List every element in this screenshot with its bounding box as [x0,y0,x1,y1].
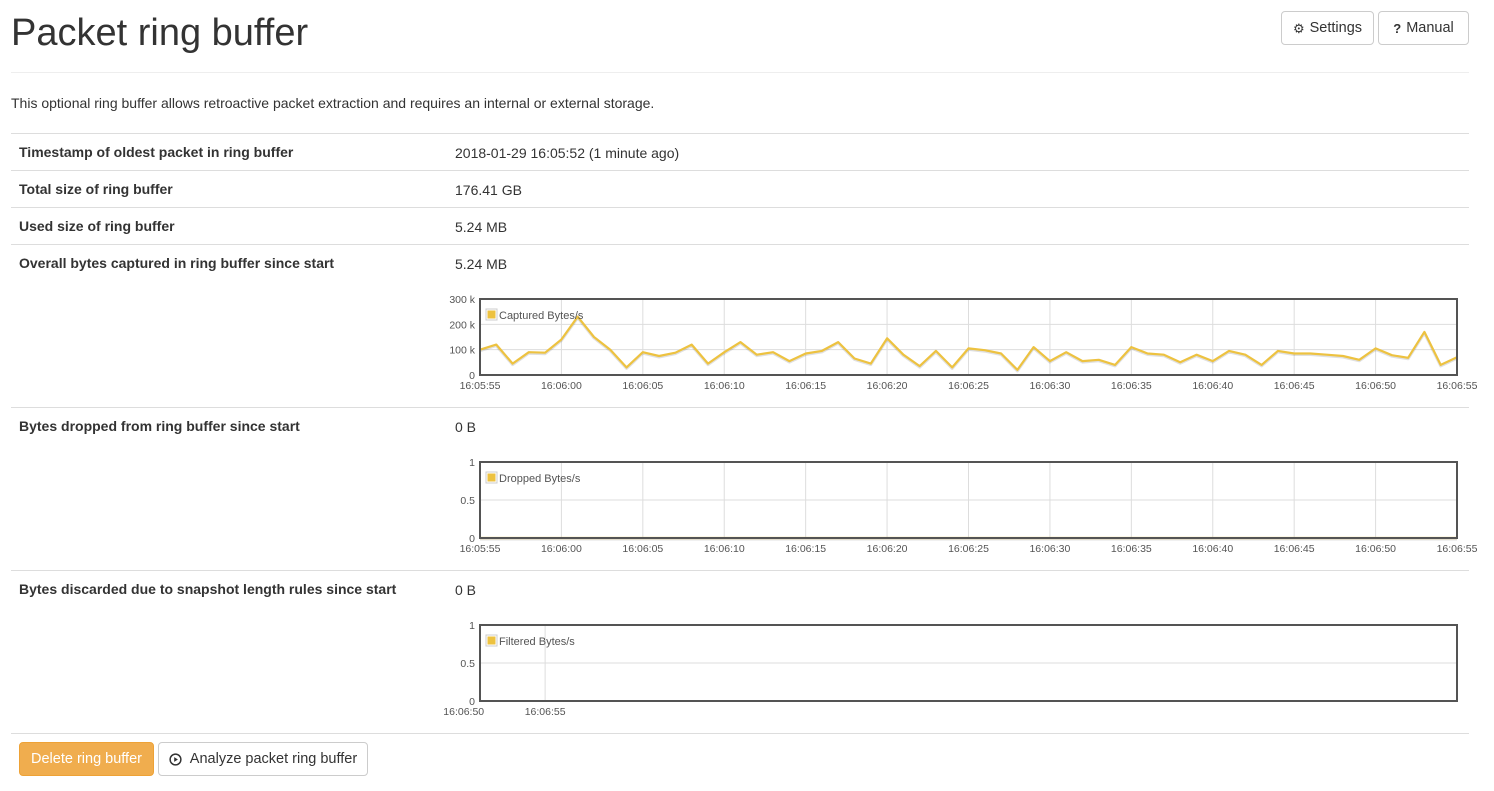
x-tick-label: 16:06:45 [1274,543,1315,555]
x-tick-label: 16:06:50 [443,706,484,718]
chart-svg: 1 0.5 016:05:55 16:06:00 16:06:05 16:06:10 16:… [460,457,1478,555]
row-label-bytes-captured: Overall bytes captured in ring buffer si… [19,255,335,271]
x-tick-label: 16:06:20 [867,380,908,392]
chart-svg: 10.5016:06:0016:06:0516:06:1016:06:1516:… [443,620,1458,718]
analyze-packet-ring-buffer-button[interactable]: Analyze packet ring buffer [158,742,368,776]
x-tick-label: 16:06:45 [1274,380,1315,392]
x-tick-label: 16:06:35 [1111,543,1152,555]
y-tick-label: 0.5 [460,495,475,507]
row-value-bytes-discarded: 0 B [455,582,477,598]
row-divider [11,407,1469,408]
row-divider [11,733,1469,734]
row-label-bytes-dropped: Bytes dropped from ring buffer since sta… [19,418,300,434]
row-value-used-size: 5.24 MB [455,219,508,235]
x-tick-label: 16:06:40 [1192,543,1233,555]
legend-label: Filtered Bytes/s [499,636,575,648]
x-tick-label: 16:06:10 [704,543,745,555]
delete-ring-buffer-button[interactable]: Delete ring buffer [19,742,154,776]
x-tick-label: 16:06:55 [1437,380,1478,392]
row-label-used-size: Used size of ring buffer [19,218,175,234]
x-tick-label: 16:06:55 [1437,543,1478,555]
row-divider [11,207,1469,208]
filtered-bytes-chart: 10.5016:06:0016:06:0516:06:1016:06:1516:… [440,618,1480,722]
manual-button[interactable]: ? Manual [1378,11,1469,45]
x-tick-label: 16:05:55 [460,543,501,555]
page-title: Packet ring buffer [11,12,309,54]
legend-swatch [487,636,496,645]
page-description: This optional ring buffer allows retroac… [11,95,655,111]
x-tick-label: 16:06:25 [948,543,989,555]
x-tick-label: 16:05:55 [460,380,501,392]
play-circle-icon [169,752,182,766]
legend-swatch [487,473,496,482]
x-tick-label: 16:06:30 [1029,543,1070,555]
y-tick-label: 300 k [449,294,475,306]
x-tick-label: 16:06:20 [867,543,908,555]
row-value-total-size: 176.41 GB [455,182,522,198]
x-tick-label: 16:06:50 [1355,543,1396,555]
plot-frame [479,624,1458,702]
captured-bytes-chart: 300 k 200 k 100 k 0 16:05:55 16:06:00 16:06:05… [440,292,1480,396]
row-divider [11,170,1469,171]
x-tick-label: 16:06:55 [525,706,566,718]
y-tick-label: 0 [469,370,475,382]
header-divider [11,72,1469,73]
x-tick-label: 16:06:35 [1111,380,1152,392]
plot-frame [479,298,1458,376]
row-divider [11,570,1469,571]
x-tick-label: 16:06:05 [622,380,663,392]
manual-button-label: Manual [1406,20,1454,36]
dropped-bytes-chart: 1 0.5 0 16:05:55 16:06:00 16:06:05 16:06:10 16:… [440,455,1480,559]
gear-icon: ⚙ [1292,20,1305,36]
x-tick-label: 16:06:50 [1355,380,1396,392]
x-tick-label: 16:06:05 [622,543,663,555]
row-label-oldest-timestamp: Timestamp of oldest packet in ring buffe… [19,144,294,160]
legend-swatch [487,310,496,319]
x-tick-label: 16:06:10 [704,380,745,392]
y-tick-label: 1 [469,620,475,632]
row-divider [11,133,1469,134]
y-tick-label: 0.5 [460,658,475,670]
legend-label: Dropped Bytes/s [499,473,581,485]
y-tick-label: 100 k [449,345,475,357]
x-tick-label: 16:06:15 [785,543,826,555]
plot-frame [479,461,1458,539]
x-tick-label: 16:06:15 [785,380,826,392]
y-tick-label: 1 [469,457,475,469]
series-line [479,315,1458,372]
x-tick-label: 16:06:30 [1029,380,1070,392]
x-tick-label: 16:06:25 [948,380,989,392]
settings-button-label: Settings [1309,20,1363,36]
row-label-total-size: Total size of ring buffer [19,181,173,197]
row-label-bytes-discarded: Bytes discarded due to snapshot length r… [19,581,397,597]
x-tick-label: 16:06:40 [1192,380,1233,392]
x-tick-label: 16:06:00 [541,380,582,392]
y-tick-label: 0 [469,533,475,545]
question-icon: ? [1393,20,1402,36]
row-value-bytes-captured: 5.24 MB [455,256,508,272]
row-value-bytes-dropped: 0 B [455,419,477,435]
legend-label: Captured Bytes/s [499,310,584,322]
row-divider [11,244,1469,245]
row-value-oldest-timestamp: 2018-01-29 16:05:52 (1 minute ago) [455,145,680,161]
chart-svg: 300 k 200 k 100 k 016:05:55 16:06:00 16:06:05… [449,294,1478,392]
settings-button[interactable]: ⚙ Settings [1281,11,1374,45]
analyze-button-label: Analyze packet ring buffer [189,751,358,767]
x-tick-label: 16:06:00 [541,543,582,555]
y-tick-label: 0 [469,696,475,708]
y-tick-label: 200 k [449,319,475,331]
